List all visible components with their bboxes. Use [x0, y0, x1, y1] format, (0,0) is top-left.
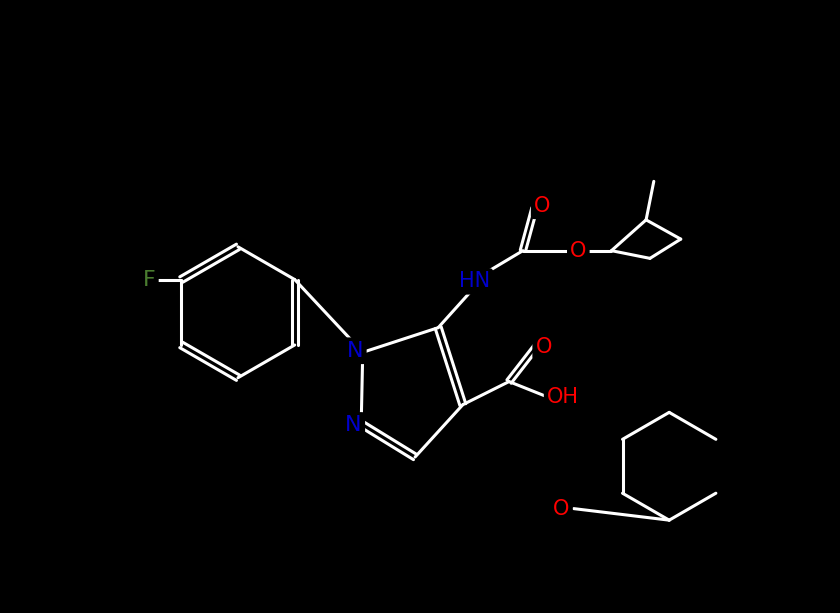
Text: HN: HN	[459, 272, 490, 291]
Text: N: N	[347, 341, 363, 361]
Text: O: O	[536, 337, 552, 357]
Text: O: O	[570, 241, 586, 261]
Text: OH: OH	[547, 387, 579, 407]
Text: F: F	[143, 270, 155, 289]
Text: O: O	[554, 498, 570, 519]
Text: O: O	[534, 196, 550, 216]
Text: N: N	[345, 416, 362, 435]
